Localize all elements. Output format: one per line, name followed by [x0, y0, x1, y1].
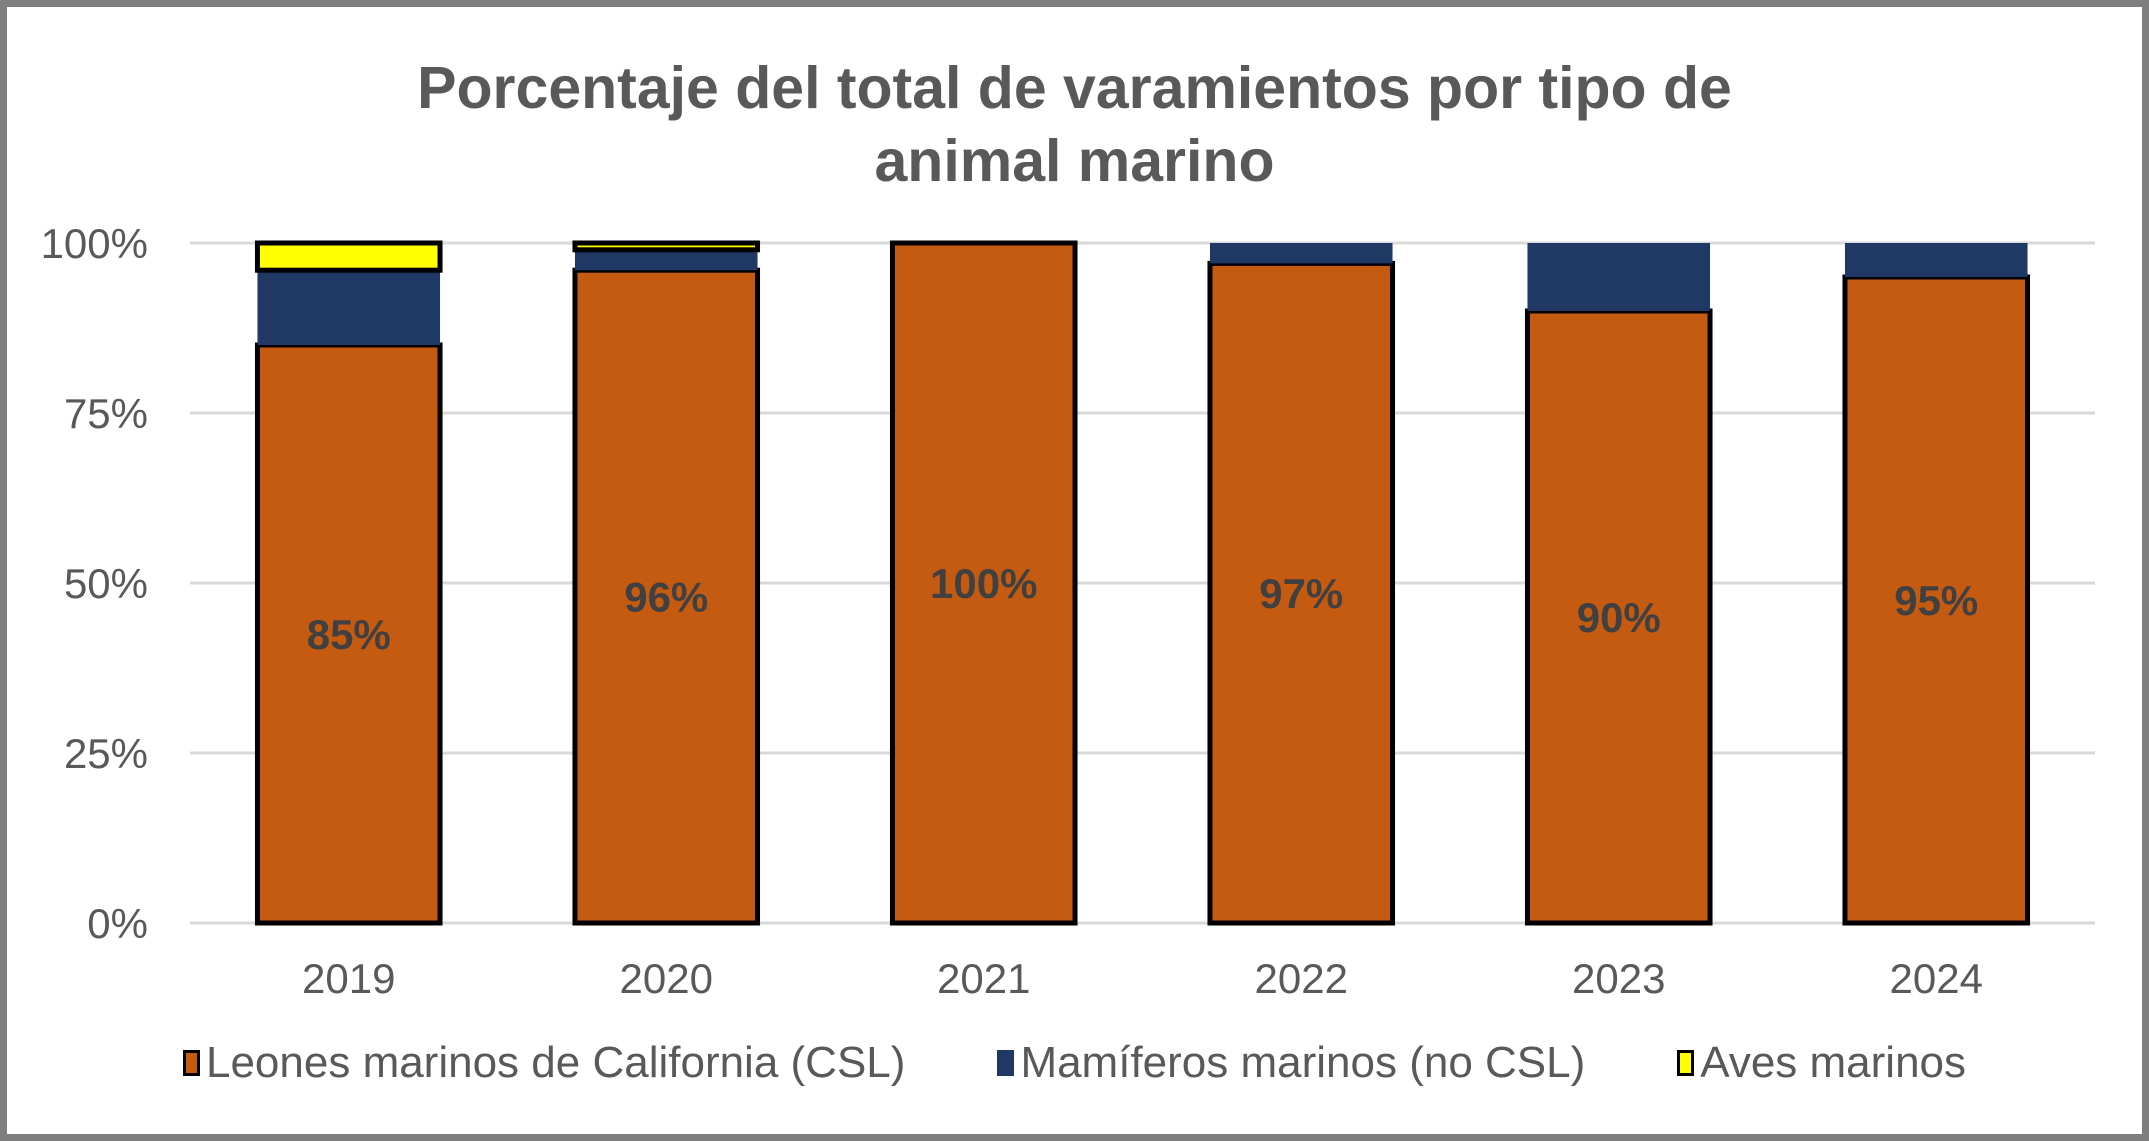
legend-label-csl: Leones marinos de California (CSL) — [205, 1038, 906, 1087]
legend-item-birds: Aves marinos — [1677, 1038, 1966, 1088]
legend-swatch-csl — [182, 1050, 200, 1076]
data-label: 96% — [624, 574, 708, 621]
bar-segment-mammals-2019 — [257, 270, 441, 345]
x-tick-label: 2021 — [937, 955, 1030, 1002]
bar-segment-mammals-2023 — [1527, 243, 1711, 311]
x-tick-label: 2024 — [1890, 955, 1983, 1002]
gridlines — [190, 241, 2095, 925]
bar-segment-csl-2021 — [889, 240, 1078, 926]
y-axis-tick-labels: 0% 25% 50% 75% 100% — [41, 220, 148, 947]
bar-segment-csl-2023 — [1524, 308, 1713, 926]
y-tick-label: 75% — [64, 390, 148, 437]
data-labels: 85% 96% 100% 97% 90% 95% — [307, 560, 1979, 658]
data-label: 100% — [930, 560, 1037, 607]
x-tick-label: 2022 — [1255, 955, 1348, 1002]
bar-segment-mammals-2020 — [574, 249, 758, 271]
y-tick-label: 0% — [87, 900, 148, 947]
chart-title: Porcentaje del total de varamientos por … — [0, 52, 2149, 198]
legend-item-csl: Leones marinos de California (CSL) — [182, 1038, 906, 1088]
bar-segment-mammals-2024 — [1844, 243, 2028, 277]
x-tick-label: 2019 — [302, 955, 395, 1002]
y-tick-label: 25% — [64, 730, 148, 777]
y-tick-label: 50% — [64, 560, 148, 607]
y-tick-label: 100% — [41, 220, 148, 267]
chart-title-line-2: animal marino — [874, 128, 1275, 194]
bar-segment-birds-2020 — [572, 240, 761, 253]
legend-swatch-birds — [1677, 1050, 1695, 1076]
data-label: 90% — [1577, 594, 1661, 641]
legend-item-mammals: Mamíferos marinos (no CSL) — [997, 1038, 1585, 1088]
x-tick-label: 2023 — [1572, 955, 1665, 1002]
legend-label-birds: Aves marinos — [1700, 1038, 1967, 1087]
legend-swatch-mammals — [997, 1050, 1015, 1076]
chart-title-line-1: Porcentaje del total de varamientos por … — [417, 55, 1732, 121]
legend-label-mammals: Mamíferos marinos (no CSL) — [1020, 1038, 1586, 1087]
x-tick-label: 2020 — [620, 955, 713, 1002]
bar-segment-birds-2019 — [254, 240, 443, 273]
data-label: 97% — [1259, 570, 1343, 617]
data-label: 95% — [1894, 577, 1978, 624]
bar-segment-csl-2022 — [1207, 260, 1396, 926]
bar-segment-csl-2020 — [572, 267, 761, 926]
x-axis-tick-labels: 2019 2020 2021 2022 2023 2024 — [302, 955, 1983, 1002]
bars — [254, 240, 2031, 926]
legend: Leones marinos de California (CSL) Mamíf… — [0, 1038, 2149, 1088]
bar-segment-mammals-2022 — [1209, 243, 1393, 264]
data-label: 85% — [307, 611, 391, 658]
bar-segment-csl-2019 — [254, 342, 443, 926]
